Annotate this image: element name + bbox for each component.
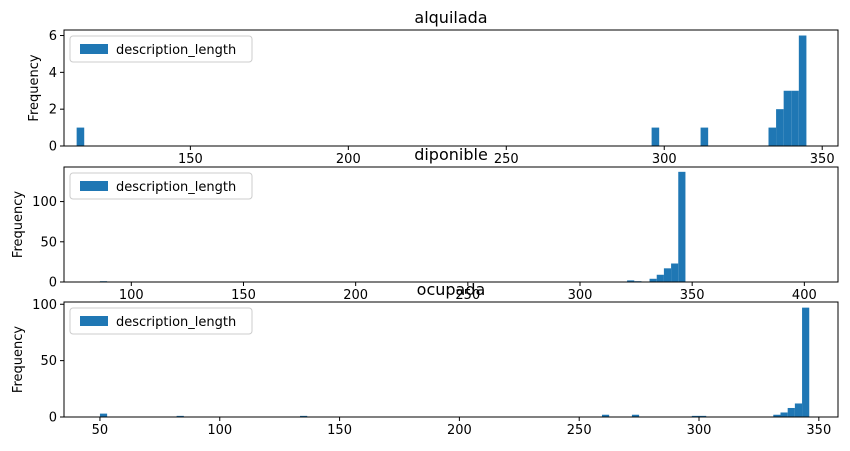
- histogram-bar: [699, 415, 707, 417]
- histogram-bar: [791, 90, 799, 146]
- legend-box: [69, 35, 253, 63]
- x-tick-label: 300: [652, 152, 677, 167]
- y-tick-label: 0: [49, 140, 57, 155]
- histogram-bar: [787, 407, 795, 417]
- x-tick-label: 150: [327, 423, 352, 438]
- y-tick-label: 100: [32, 195, 57, 210]
- y-tick-label: 50: [40, 235, 57, 250]
- legend-box: [69, 307, 253, 335]
- x-tick-label: 300: [568, 288, 593, 303]
- histogram-bar: [776, 109, 784, 146]
- histogram-bar: [627, 280, 635, 282]
- x-tick-label: 50: [92, 423, 109, 438]
- legend-label: description_length: [116, 315, 236, 330]
- x-tick-label: 200: [447, 423, 472, 438]
- axes-frame: [63, 301, 839, 418]
- legend-label: description_length: [116, 180, 236, 195]
- y-tick-label: 0: [49, 411, 57, 426]
- axes-frame: [63, 29, 839, 147]
- x-tick-label: 100: [207, 423, 232, 438]
- histogram-bar: [700, 127, 709, 146]
- x-tick-label: 100: [119, 288, 144, 303]
- histogram-bar: [656, 274, 664, 282]
- x-tick-label: 400: [792, 288, 817, 303]
- histogram-bar: [794, 403, 803, 417]
- x-tick-label: 200: [343, 288, 368, 303]
- histogram-bar: [678, 171, 686, 282]
- histogram-bar: [99, 413, 108, 417]
- y-tick-label: 2: [49, 103, 57, 118]
- y-tick-label: 0: [49, 276, 57, 291]
- histogram-bar: [649, 278, 657, 282]
- subplot-alquilada: 150 200 250 300 350 0 2 4 6 alquilada Frequency des…: [27, 8, 839, 167]
- y-tick-label: 50: [40, 354, 57, 369]
- y-tick-label: 4: [49, 66, 57, 81]
- subplot-diponible: 100 150 200 250 300 350 400 0 50 100 diponible Freq…: [11, 145, 839, 303]
- histogram-bar: [76, 127, 85, 146]
- legend-swatch: [80, 44, 108, 54]
- subplot-ocupada: 50 100 150 200 250 300 350 0 50 100 ocupada Frequen…: [11, 280, 839, 438]
- histogram-bar: [773, 414, 781, 417]
- subplot-title: diponible: [414, 145, 488, 164]
- histogram-bar: [663, 268, 672, 282]
- x-tick-label: 350: [810, 152, 835, 167]
- legend: description_length: [69, 35, 253, 63]
- x-tick-label: 350: [680, 288, 705, 303]
- histogram-bar: [768, 127, 777, 146]
- y-axis-label: Frequency: [11, 191, 26, 258]
- histogram-bar: [798, 35, 807, 146]
- histogram-bar: [651, 127, 660, 146]
- subplot-title: ocupada: [417, 280, 486, 299]
- y-axis-label: Frequency: [27, 54, 42, 121]
- y-axis-label: Frequency: [11, 326, 26, 393]
- histogram-bar: [802, 307, 810, 417]
- histogram-bar: [300, 415, 308, 417]
- legend: description_length: [69, 307, 253, 335]
- x-tick-label: 300: [687, 423, 712, 438]
- legend-box: [69, 172, 253, 200]
- subplot-title: alquilada: [414, 8, 487, 27]
- axes-frame: [63, 166, 839, 283]
- legend-swatch: [80, 181, 108, 191]
- x-tick-label: 250: [494, 152, 519, 167]
- histogram-bar: [601, 414, 610, 417]
- legend-label: description_length: [116, 43, 236, 58]
- y-tick-label: 6: [49, 29, 57, 44]
- histogram-bar: [671, 263, 679, 282]
- y-tick-label: 100: [32, 298, 57, 313]
- x-tick-label: 250: [567, 423, 592, 438]
- histogram-bar: [176, 415, 184, 417]
- histogram-bar: [783, 90, 792, 146]
- histogram-bar: [631, 414, 640, 417]
- x-tick-label: 150: [231, 288, 256, 303]
- x-tick-label: 350: [806, 423, 831, 438]
- legend: description_length: [69, 172, 253, 200]
- histogram-bar: [780, 412, 788, 417]
- x-tick-label: 150: [178, 152, 203, 167]
- x-tick-label: 200: [336, 152, 361, 167]
- legend-swatch: [80, 316, 108, 326]
- x-tick-label: 250: [455, 288, 480, 303]
- histogram-bar: [691, 415, 700, 417]
